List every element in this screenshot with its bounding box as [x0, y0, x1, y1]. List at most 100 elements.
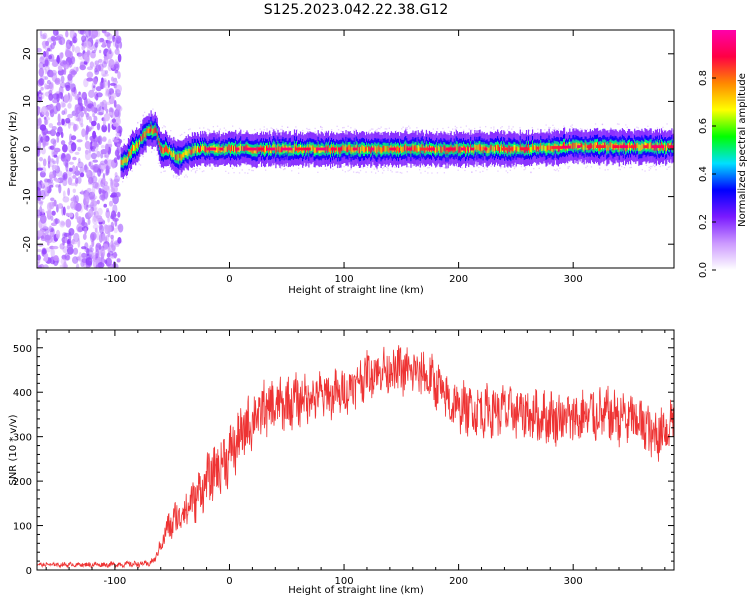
heatmap-ridge-cell	[641, 143, 643, 151]
heatmap-halo-cell	[424, 170, 426, 172]
heatmap-noise-cell	[67, 73, 73, 81]
heatmap-halo-cell	[388, 127, 390, 129]
heatmap-halo-cell	[398, 131, 400, 133]
heatmap-halo-cell	[280, 128, 282, 131]
heatmap-halo-cell	[395, 171, 397, 173]
heatmap-halo-cell	[185, 174, 187, 176]
heatmap-halo-cell	[568, 165, 571, 168]
heatmap-ridge-cell	[169, 147, 171, 153]
heatmap-halo-cell	[571, 124, 573, 126]
heatmap-ridge-cell	[582, 144, 584, 150]
heatmap-halo-cell	[302, 129, 304, 132]
heatmap-ridge-cell	[664, 143, 666, 148]
heatmap-noise-cell	[43, 50, 47, 58]
heatmap-halo-cell	[247, 172, 249, 174]
snr-ticks: -100 0 100 200 300 0 100 200 300 400 500	[13, 329, 674, 587]
heatmap-ridge-cell	[121, 160, 123, 165]
heatmap-halo-cell	[529, 129, 531, 132]
heatmap-noise-cell	[114, 192, 121, 198]
heatmap-noise-cell	[47, 155, 51, 165]
heatmap-ridge-cell	[507, 147, 509, 154]
heatmap-halo-cell	[284, 167, 286, 170]
heatmap-noise-cell	[51, 148, 55, 158]
heatmap-ridge-cell	[615, 142, 617, 148]
heatmap-peak-cell	[266, 147, 275, 151]
heatmap-ridge-cell	[447, 147, 449, 154]
heatmap-noise-cell	[105, 234, 109, 244]
heatmap-halo-cell	[350, 168, 352, 170]
heatmap-noise-cell	[59, 264, 67, 268]
heatmap-noise-cell	[88, 208, 94, 218]
heatmap-noise-cell	[52, 245, 59, 250]
heatmap-noise-cell	[45, 40, 50, 47]
heatmap-halo-cell	[408, 125, 410, 127]
heatmap-halo-cell	[381, 172, 384, 174]
heatmap-ridge-cell	[151, 128, 153, 135]
heatmap-noise-cell	[86, 170, 90, 176]
heatmap-halo-cell	[387, 167, 389, 169]
heatmap-halo-cell	[152, 108, 154, 110]
heatmap-ridge-cell	[526, 147, 529, 153]
spectrogram-ytick-label: -10	[22, 188, 33, 204]
heatmap-ridge-cell	[604, 142, 606, 148]
heatmap-halo-cell	[475, 170, 477, 172]
heatmap-halo-cell	[406, 128, 408, 131]
heatmap-halo-cell	[457, 169, 459, 171]
heatmap-noise-cell	[88, 89, 95, 98]
heatmap-noise-cell	[84, 108, 87, 115]
heatmap-halo-cell	[225, 129, 227, 131]
heatmap-ridge-cell	[444, 145, 446, 152]
heatmap-noise-cell	[89, 250, 94, 260]
heatmap-ridge-cell	[666, 145, 668, 152]
heatmap-ridge-cell	[552, 146, 554, 153]
heatmap-halo-cell	[237, 131, 239, 133]
heatmap-noise-cell	[49, 70, 54, 78]
heatmap-halo-cell	[480, 132, 483, 134]
heatmap-ridge-cell	[128, 151, 131, 157]
heatmap-peak-cell	[245, 147, 257, 151]
heatmap-ridge-cell	[203, 146, 205, 151]
heatmap-halo-cell	[663, 129, 665, 131]
heatmap-halo-cell	[586, 165, 588, 167]
heatmap-ridge-cell	[423, 148, 425, 154]
heatmap-ridge-cell	[273, 143, 275, 151]
heatmap-noise-cell	[64, 49, 70, 58]
heatmap-ridge-cell	[140, 136, 142, 142]
heatmap-halo-cell	[131, 170, 133, 172]
heatmap-noise-cell	[55, 179, 61, 183]
heatmap-ridge-cell	[198, 146, 200, 152]
heatmap-halo-cell	[197, 132, 199, 134]
heatmap-ridge-cell	[578, 142, 580, 148]
heatmap-ridge-cell	[200, 145, 202, 152]
heatmap-halo-cell	[271, 128, 274, 130]
heatmap-noise-cell	[40, 34, 47, 40]
heatmap-halo-cell	[216, 125, 219, 127]
heatmap-noise-cell	[88, 161, 92, 167]
heatmap-noise-cell	[113, 100, 117, 108]
heatmap-halo-cell	[427, 172, 429, 174]
heatmap-noise-cell	[92, 224, 99, 230]
heatmap-ridge-cell	[442, 147, 444, 153]
heatmap-halo-cell	[354, 133, 356, 135]
heatmap-peak-cell	[519, 147, 529, 151]
heatmap-noise-cell	[93, 205, 98, 212]
heatmap-noise-cell	[93, 78, 98, 85]
heatmap-noise-cell	[52, 139, 57, 147]
heatmap-ridge-cell	[158, 141, 160, 148]
heatmap-halo-cell	[376, 129, 378, 131]
heatmap-ridge-cell	[142, 133, 144, 141]
heatmap-noise-cell	[71, 241, 78, 245]
heatmap-halo-cell	[142, 114, 144, 116]
heatmap-halo-cell	[284, 168, 286, 170]
heatmap-noise-cell	[98, 49, 102, 54]
heatmap-noise-cell	[38, 78, 45, 86]
heatmap-ridge-cell	[370, 147, 372, 154]
heatmap-halo-cell	[524, 165, 527, 167]
heatmap-ridge-cell	[364, 146, 366, 153]
heatmap-halo-cell	[509, 169, 511, 171]
heatmap-halo-cell	[469, 129, 472, 131]
heatmap-peak-cell	[669, 145, 674, 148]
heatmap-noise-cell	[108, 200, 114, 207]
